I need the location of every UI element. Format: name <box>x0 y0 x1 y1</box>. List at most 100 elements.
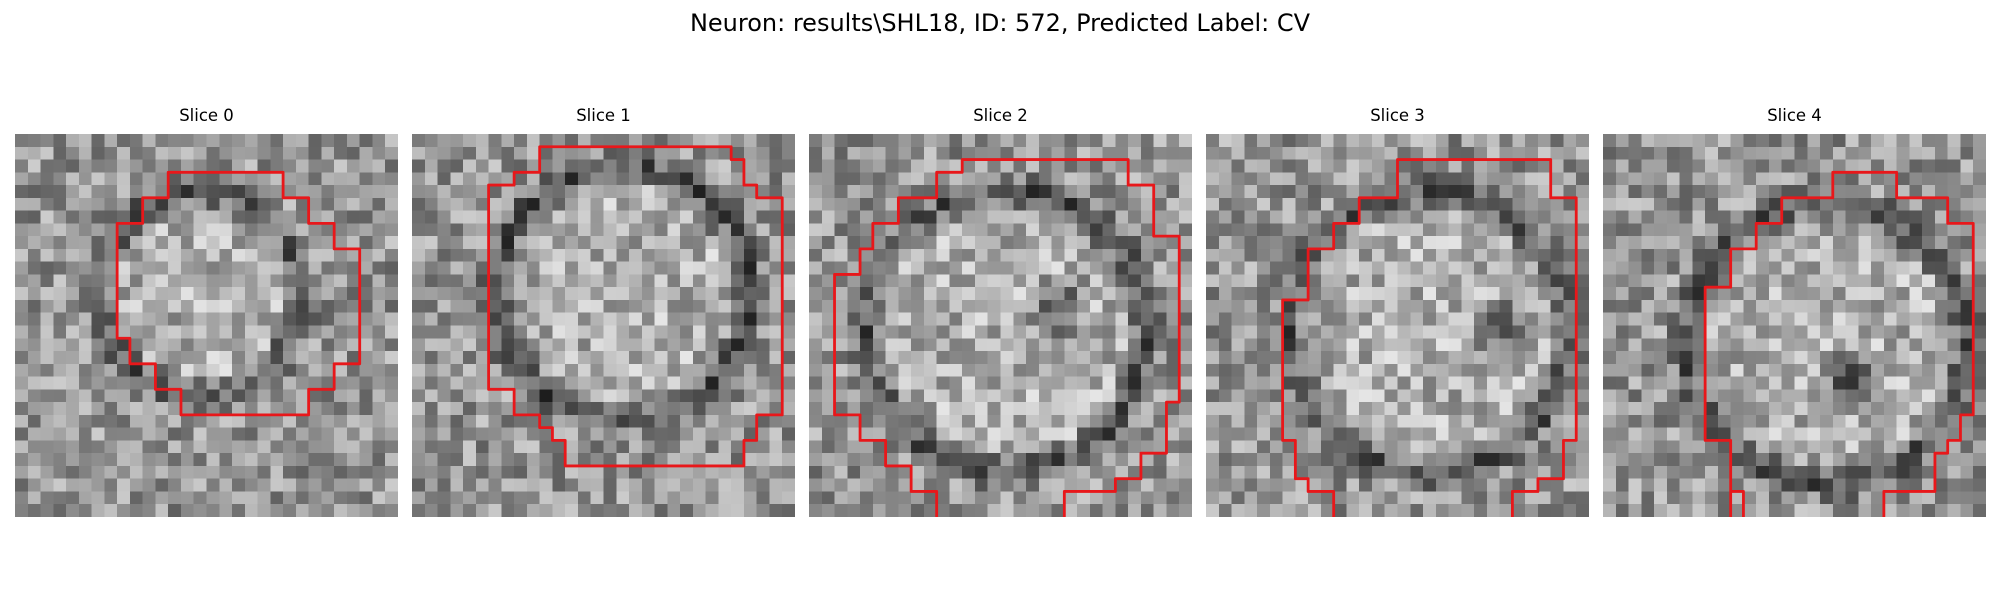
image-pixel <box>385 223 398 237</box>
image-pixel <box>463 299 477 313</box>
image-pixel <box>193 414 207 428</box>
image-pixel <box>1692 402 1706 416</box>
image-pixel <box>885 172 899 186</box>
image-pixel <box>1140 172 1154 186</box>
image-pixel <box>1730 248 1744 262</box>
image-pixel <box>1717 504 1731 517</box>
image-pixel <box>1486 236 1500 250</box>
image-pixel <box>1102 312 1116 326</box>
image-pixel <box>206 389 220 403</box>
image-pixel <box>1486 414 1500 428</box>
image-pixel <box>321 172 335 186</box>
image-pixel <box>590 185 604 199</box>
image-pixel <box>847 338 861 352</box>
image-pixel <box>782 172 795 186</box>
image-pixel <box>1013 299 1027 313</box>
image-pixel <box>295 223 309 237</box>
image-pixel <box>1423 491 1437 505</box>
image-pixel <box>898 223 912 237</box>
image-pixel <box>680 376 694 390</box>
image-pixel <box>155 325 169 339</box>
image-pixel <box>475 414 489 428</box>
image-pixel <box>1896 363 1910 377</box>
image-pixel <box>15 299 29 313</box>
image-pixel <box>1461 402 1475 416</box>
image-pixel <box>104 478 118 492</box>
image-pixel <box>641 274 655 288</box>
image-pixel <box>475 363 489 377</box>
image-pixel <box>488 172 502 186</box>
image-pixel <box>847 504 861 517</box>
image-pixel <box>898 197 912 211</box>
image-pixel <box>603 185 617 199</box>
image-pixel <box>654 389 668 403</box>
image-pixel <box>1947 223 1961 237</box>
image-pixel <box>475 376 489 390</box>
image-pixel <box>756 159 770 173</box>
image-pixel <box>180 312 194 326</box>
image-pixel <box>692 491 706 505</box>
image-pixel <box>1563 389 1577 403</box>
image-pixel <box>1038 338 1052 352</box>
image-pixel <box>1102 197 1116 211</box>
image-pixel <box>78 159 92 173</box>
image-pixel <box>1206 223 1220 237</box>
image-pixel <box>705 376 719 390</box>
image-pixel <box>692 478 706 492</box>
image-pixel <box>1730 134 1744 148</box>
image-pixel <box>1934 287 1948 301</box>
image-pixel <box>552 402 566 416</box>
image-pixel <box>475 261 489 275</box>
image-pixel <box>1102 236 1116 250</box>
image-pixel <box>590 134 604 148</box>
image-pixel <box>488 236 502 250</box>
image-pixel <box>1448 274 1462 288</box>
image-pixel <box>334 172 348 186</box>
image-pixel <box>667 287 681 301</box>
image-pixel <box>1832 376 1846 390</box>
image-pixel <box>1333 504 1347 517</box>
image-pixel <box>526 261 540 275</box>
image-pixel <box>193 478 207 492</box>
image-pixel <box>66 338 80 352</box>
image-pixel <box>603 402 617 416</box>
image-pixel <box>129 478 143 492</box>
image-pixel <box>53 338 67 352</box>
image-pixel <box>680 223 694 237</box>
image-pixel <box>1244 299 1258 313</box>
image-pixel <box>1461 210 1475 224</box>
image-pixel <box>1832 197 1846 211</box>
image-pixel <box>565 248 579 262</box>
image-pixel <box>437 491 451 505</box>
image-pixel <box>437 159 451 173</box>
image-pixel <box>1397 376 1411 390</box>
image-pixel <box>1960 453 1974 467</box>
image-pixel <box>949 478 963 492</box>
image-pixel <box>565 146 579 160</box>
image-pixel <box>1730 299 1744 313</box>
image-pixel <box>860 236 874 250</box>
image-pixel <box>590 376 604 390</box>
image-pixel <box>1934 351 1948 365</box>
image-pixel <box>257 376 271 390</box>
image-pixel <box>372 478 386 492</box>
image-pixel <box>1654 440 1668 454</box>
image-pixel <box>450 197 464 211</box>
image-pixel <box>180 491 194 505</box>
image-pixel <box>129 223 143 237</box>
image-pixel <box>193 261 207 275</box>
image-pixel <box>142 223 156 237</box>
image-pixel <box>1102 389 1116 403</box>
image-pixel <box>974 159 988 173</box>
image-pixel <box>1794 185 1808 199</box>
image-pixel <box>1883 414 1897 428</box>
image-pixel <box>872 261 886 275</box>
image-pixel <box>860 504 874 517</box>
image-pixel <box>372 376 386 390</box>
image-pixel <box>847 197 861 211</box>
image-pixel <box>104 504 118 517</box>
image-pixel <box>629 287 643 301</box>
image-pixel <box>1282 134 1296 148</box>
image-pixel <box>809 504 823 517</box>
image-pixel <box>501 299 515 313</box>
